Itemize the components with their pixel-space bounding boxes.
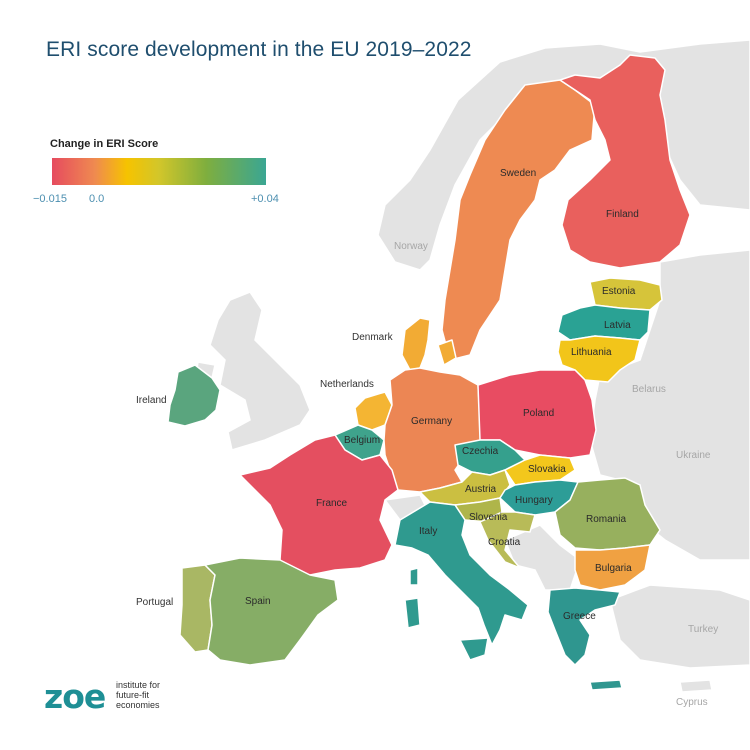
- legend-tick-min: −0.015: [33, 193, 67, 205]
- label-czechia: Czechia: [462, 446, 499, 457]
- legend-tick-zero: 0.0: [89, 193, 105, 205]
- legend-color-scale: [52, 158, 266, 185]
- label-austria: Austria: [465, 484, 497, 495]
- label-netherlands: Netherlands: [320, 379, 374, 390]
- label-belarus: Belarus: [632, 384, 666, 395]
- country-ireland[interactable]: [167, 364, 221, 427]
- label-croatia: Croatia: [488, 537, 521, 548]
- country-croatia[interactable]: [479, 511, 536, 569]
- eu-countries: [167, 54, 691, 691]
- turkey-shape: [609, 584, 750, 669]
- label-france: France: [316, 498, 348, 509]
- label-finland: Finland: [606, 209, 639, 220]
- label-slovakia: Slovakia: [528, 464, 566, 475]
- country-labels: Sweden Finland Estonia Latvia Lithuania …: [136, 168, 718, 708]
- label-estonia: Estonia: [602, 286, 636, 297]
- label-denmark: Denmark: [352, 332, 394, 343]
- label-norway: Norway: [394, 241, 428, 252]
- label-portugal: Portugal: [136, 597, 173, 608]
- uk-shape: [209, 291, 311, 451]
- legend-title: Change in ERI Score: [50, 138, 159, 150]
- label-romania: Romania: [586, 514, 626, 525]
- label-latvia: Latvia: [604, 320, 631, 331]
- label-ukraine: Ukraine: [676, 450, 711, 461]
- country-spain[interactable]: [204, 557, 339, 666]
- label-poland: Poland: [523, 408, 554, 419]
- label-germany: Germany: [411, 416, 452, 427]
- label-slovenia: Slovenia: [469, 512, 508, 523]
- country-finland[interactable]: [559, 54, 691, 269]
- label-greece: Greece: [563, 611, 596, 622]
- logo-line-2: future-fit: [116, 690, 150, 700]
- page-title: ERI score development in the EU 2019–202…: [46, 38, 472, 61]
- label-bulgaria: Bulgaria: [595, 563, 632, 574]
- label-cyprus: Cyprus: [676, 697, 708, 708]
- label-turkey: Turkey: [688, 624, 718, 635]
- label-italy: Italy: [419, 526, 437, 537]
- zoe-logo: zoe: [44, 677, 106, 716]
- label-spain: Spain: [245, 596, 271, 607]
- country-italy[interactable]: [394, 501, 529, 661]
- logo-line-3: economies: [116, 700, 160, 710]
- label-belgium: Belgium: [344, 435, 380, 446]
- country-latvia[interactable]: [557, 304, 651, 341]
- logo-subtitle: institute for future-fit economies: [116, 680, 186, 710]
- label-lithuania: Lithuania: [571, 347, 612, 358]
- logo-line-1: institute for: [116, 680, 161, 690]
- country-bulgaria[interactable]: [574, 544, 651, 591]
- label-hungary: Hungary: [515, 495, 553, 506]
- country-denmark[interactable]: [401, 317, 457, 371]
- country-greece[interactable]: [547, 587, 623, 691]
- country-lithuania[interactable]: [557, 335, 641, 383]
- label-ireland: Ireland: [136, 395, 167, 406]
- label-sweden: Sweden: [500, 168, 536, 179]
- legend-tick-max: +0.04: [251, 193, 279, 205]
- cyprus-shape: [679, 679, 713, 693]
- country-france[interactable]: [239, 434, 399, 576]
